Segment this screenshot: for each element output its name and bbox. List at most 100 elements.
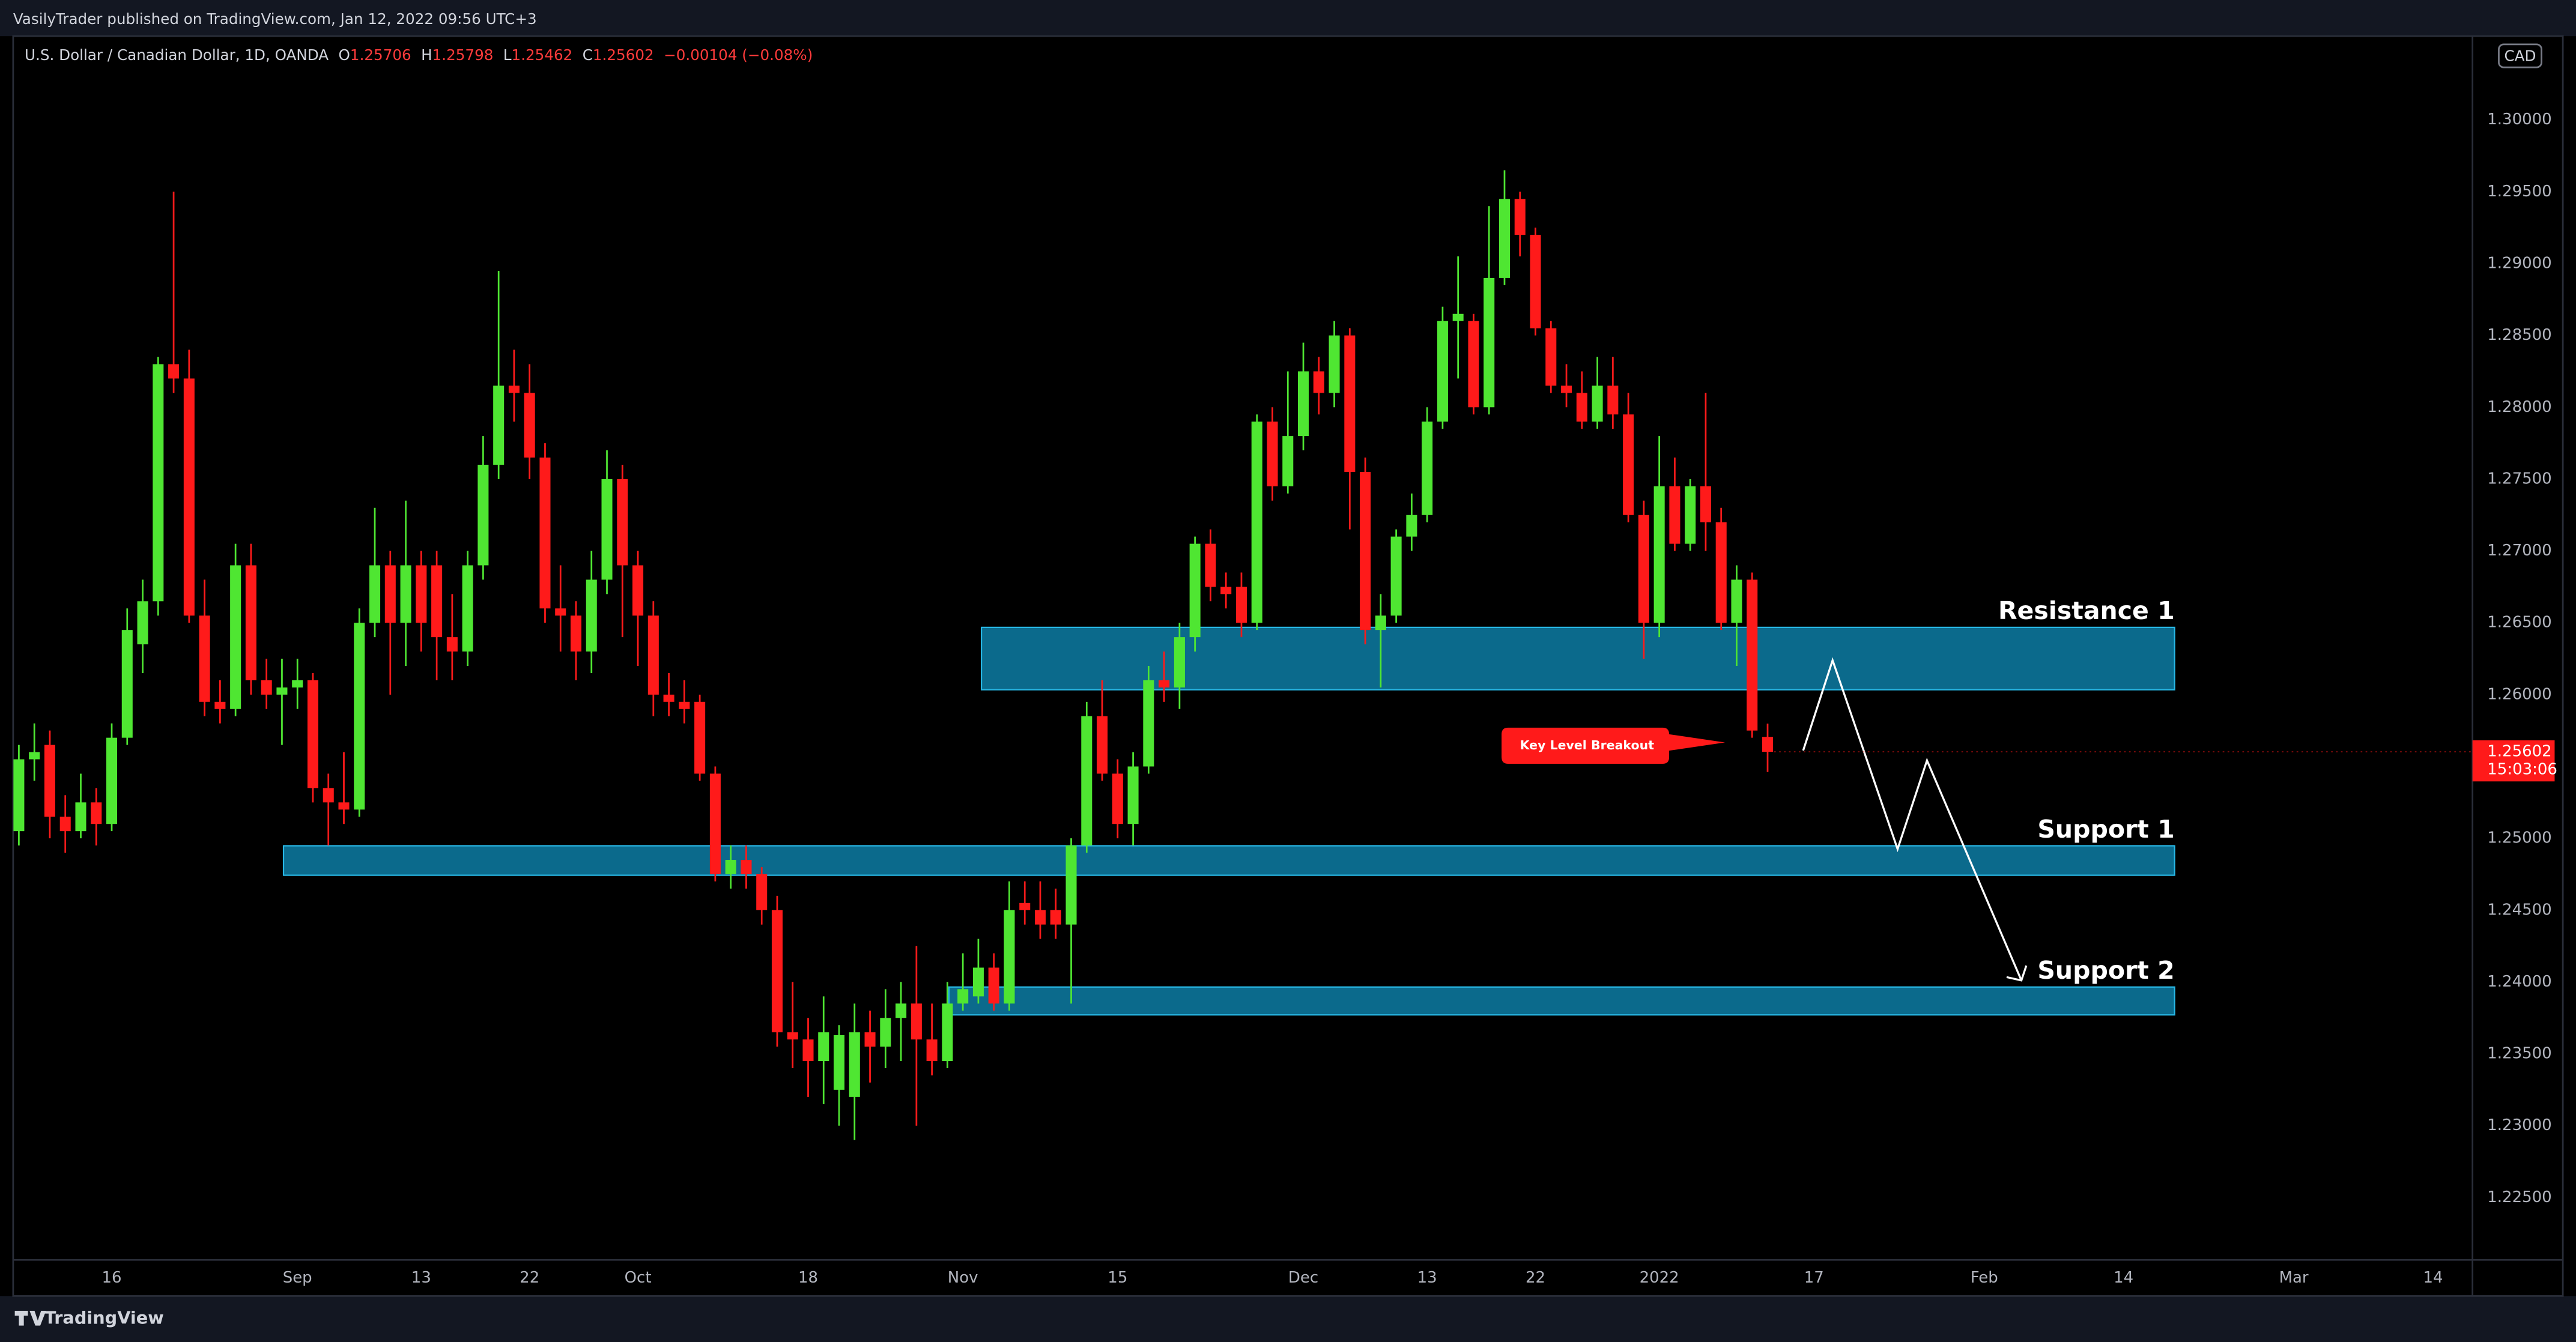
y-tick-label: 1.25000 <box>2487 829 2551 847</box>
candle-body <box>756 874 768 910</box>
candle-body <box>570 615 582 652</box>
x-tick-label: 22 <box>520 1269 539 1287</box>
candle-body <box>1483 277 1495 408</box>
ohlc-value: 1.25798 <box>432 46 494 64</box>
candle-body <box>292 680 303 688</box>
currency-badge <box>2498 43 2542 68</box>
candle-body <box>741 860 752 874</box>
candle-body <box>1685 486 1696 544</box>
x-tick-label: Mar <box>2279 1269 2309 1287</box>
candle-body <box>1731 579 1742 623</box>
x-tick-label: Sep <box>283 1269 312 1287</box>
candle-body <box>1390 536 1402 616</box>
zone <box>282 845 2175 876</box>
frame <box>12 35 2564 1297</box>
candle-body <box>911 1003 922 1040</box>
candle-body <box>276 687 288 695</box>
candle-body <box>1267 422 1278 486</box>
candle-body <box>1452 313 1464 321</box>
change: −0.00104 (−0.08%) <box>664 46 813 64</box>
top-bar <box>0 0 2576 37</box>
x-tick-label: Nov <box>948 1269 978 1287</box>
candle-body <box>477 464 489 566</box>
candle-body <box>1189 543 1201 638</box>
x-tick-label: Dec <box>1288 1269 1318 1287</box>
candle-body <box>462 565 473 652</box>
x-tick-label: 14 <box>2114 1269 2133 1287</box>
candle-body <box>1360 471 1371 630</box>
last-price-badge <box>2472 740 2555 782</box>
zone-label: Resistance 1 <box>1998 596 2175 625</box>
candle-body <box>880 1018 891 1047</box>
candle-body <box>121 630 133 738</box>
candle-body <box>137 601 148 645</box>
candle-body <box>91 802 102 824</box>
projection-arrowhead <box>2006 965 2028 982</box>
candle-body <box>59 817 71 832</box>
zone <box>948 986 2175 1016</box>
candle-body <box>1143 680 1154 767</box>
candle-body <box>972 967 984 997</box>
candle-body <box>1623 414 1634 515</box>
candle-body <box>493 385 505 465</box>
y-tick-label: 1.24000 <box>2487 973 2551 991</box>
y-tick-label: 1.27000 <box>2487 542 2551 560</box>
y-tick-label: 1.26500 <box>2487 614 2551 632</box>
x-tick-label: 17 <box>1804 1269 1824 1287</box>
symbol: U.S. Dollar / Canadian Dollar, 1D, OANDA <box>25 46 329 64</box>
candle-body <box>1159 680 1170 688</box>
candle-body <box>369 565 381 623</box>
candle-body <box>44 745 55 817</box>
candle-body <box>1669 486 1680 544</box>
candle-body <box>988 967 999 1004</box>
x-tick-label: Feb <box>1971 1269 1998 1287</box>
x-tick-label: 16 <box>102 1269 121 1287</box>
callout-text: Key Level Breakout <box>1520 738 1655 752</box>
ohlc-key: O <box>339 46 350 64</box>
candle-body <box>75 802 86 832</box>
brand-logo <box>14 1311 46 1326</box>
x-tick-label: 2022 <box>1640 1269 1679 1287</box>
candle-body <box>1468 321 1479 408</box>
candle-body <box>323 788 334 803</box>
y-tick-label: 1.29000 <box>2487 254 2551 272</box>
y-tick-label: 1.27500 <box>2487 470 2551 488</box>
candle-body <box>1019 902 1031 910</box>
x-tick-label: 13 <box>411 1269 431 1287</box>
candle-body <box>13 759 25 832</box>
y-tick-label: 1.28000 <box>2487 398 2551 416</box>
candle-body <box>1514 199 1526 235</box>
x-tick-label: 13 <box>1417 1269 1437 1287</box>
candle-body <box>709 773 721 874</box>
candle-body <box>1499 199 1511 278</box>
candle-body <box>214 701 226 709</box>
ohlc-value: 1.25706 <box>350 46 411 64</box>
candle-body <box>1097 716 1108 774</box>
plot-area: Resistance 1 Support 1 Support 2 Key Level … <box>13 170 2473 1140</box>
candle-body <box>416 565 427 623</box>
candle-body <box>1127 766 1139 824</box>
last-price: 1.25602 <box>2487 743 2551 761</box>
candle-body <box>1700 486 1711 522</box>
candle-body <box>1762 737 1774 752</box>
candle-body <box>400 565 411 623</box>
ohlc-value: 1.25462 <box>512 46 573 64</box>
candle-body <box>1065 845 1077 925</box>
candle-body <box>1406 515 1417 537</box>
candle-body <box>446 637 458 652</box>
candle-body <box>1576 393 1587 422</box>
candle-body <box>802 1039 814 1062</box>
candle-body <box>864 1032 876 1047</box>
candle-body <box>555 608 566 616</box>
candle-body <box>601 479 613 580</box>
candle-body <box>926 1039 938 1062</box>
y-tick-label: 1.26000 <box>2487 685 2551 703</box>
candle-body <box>1422 422 1433 515</box>
ohlc-key: L <box>503 46 512 64</box>
candle-body <box>1715 522 1727 623</box>
countdown: 15:03:06 <box>2487 761 2557 779</box>
callout-box <box>1502 727 1726 764</box>
publish-header: VasilyTrader published on TradingView.co… <box>13 10 537 28</box>
y-tick-label: 1.23000 <box>2487 1116 2551 1134</box>
